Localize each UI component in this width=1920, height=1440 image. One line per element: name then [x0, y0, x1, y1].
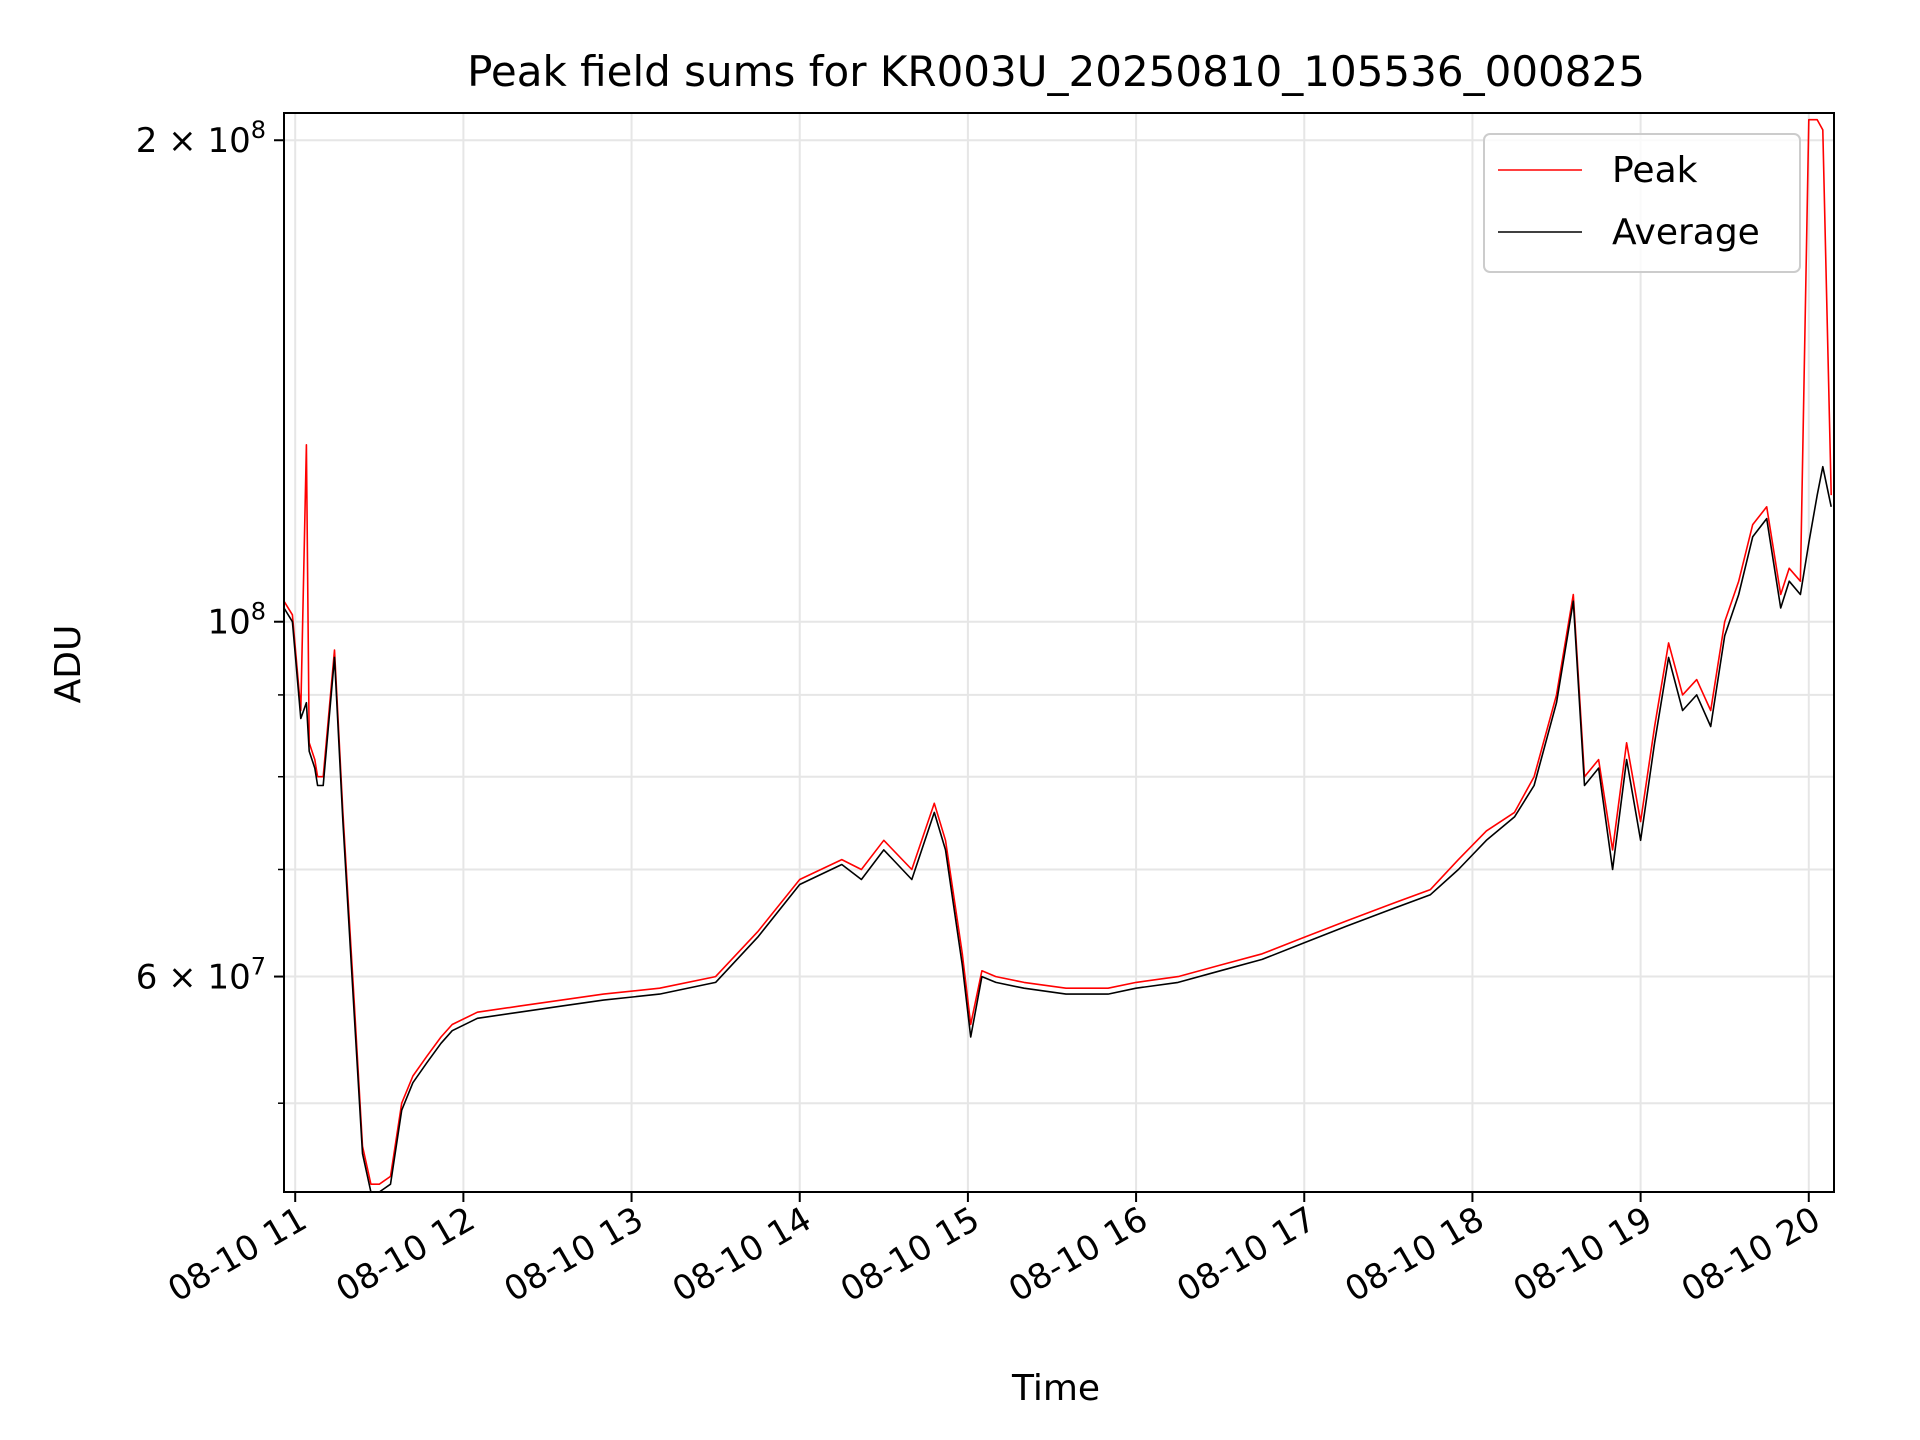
series-peak-line: [283, 118, 1832, 1185]
series-average-line: [283, 465, 1832, 1193]
legend-average-label: Average: [1612, 212, 1760, 253]
y-tick-label: 6 × 107: [136, 953, 266, 998]
chart-title: Peak field sums for KR003U_20250810_1055…: [467, 47, 1645, 96]
y-tick-label: 108: [207, 598, 266, 643]
legend-peak-label: Peak: [1612, 150, 1698, 191]
plot-lines: [283, 118, 1832, 1193]
legend-box: [1483, 133, 1801, 273]
y-axis-label: ADU: [48, 625, 89, 704]
legend: Peak Average: [1483, 133, 1801, 273]
y-tick-label: 2 × 108: [136, 116, 266, 161]
plot-frame: [283, 112, 1835, 1193]
x-axis-label: Time: [1011, 1368, 1100, 1409]
